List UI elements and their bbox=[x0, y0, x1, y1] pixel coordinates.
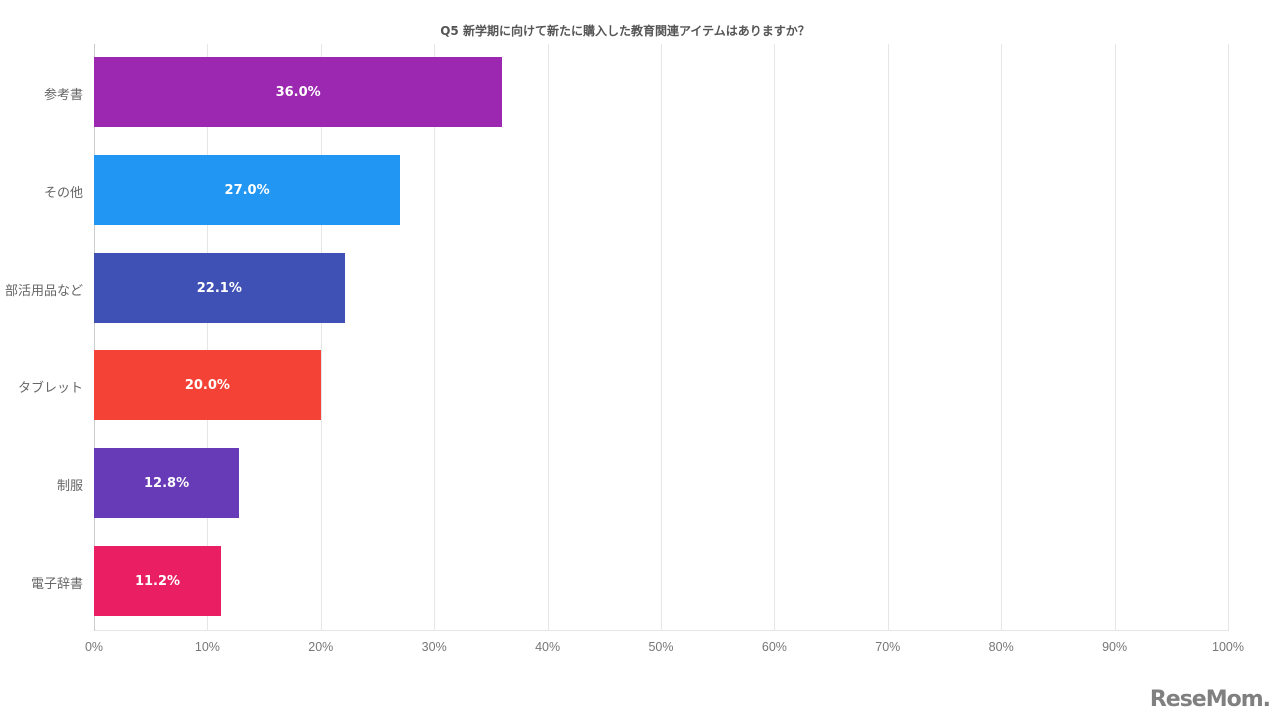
bar[interactable]: 20.0% bbox=[94, 350, 321, 420]
x-tick-label: 30% bbox=[421, 640, 447, 654]
x-tick-label: 90% bbox=[1102, 640, 1128, 654]
bar-value-label: 36.0% bbox=[275, 84, 321, 100]
gridline bbox=[207, 44, 209, 631]
bar[interactable]: 12.8% bbox=[94, 448, 240, 518]
x-tick-label: 100% bbox=[1212, 640, 1244, 654]
category-label: 電子辞書 bbox=[30, 577, 83, 592]
plot-area: 36.0% 27.0% 22.1% 20.0% 12.8% 11.2% bbox=[94, 44, 1229, 631]
category-label: 部活用品など bbox=[4, 284, 83, 299]
bar[interactable]: 36.0% bbox=[94, 57, 503, 127]
bar[interactable]: 27.0% bbox=[94, 155, 401, 225]
category-label: タブレット bbox=[17, 381, 83, 396]
x-tick-label: 40% bbox=[535, 640, 561, 654]
x-tick-label: 0% bbox=[84, 640, 104, 654]
category-label: 参考書 bbox=[43, 88, 83, 103]
bar-value-label: 20.0% bbox=[184, 377, 230, 393]
gridline bbox=[434, 44, 436, 631]
bar-value-label: 22.1% bbox=[196, 280, 242, 296]
gridline bbox=[1114, 44, 1116, 631]
y-axis-line bbox=[94, 44, 95, 631]
bar[interactable]: 11.2% bbox=[94, 546, 221, 616]
gridline bbox=[1228, 44, 1229, 631]
gridline bbox=[774, 44, 776, 631]
category-label: 制服 bbox=[56, 479, 83, 494]
gridline bbox=[320, 44, 322, 631]
resemom-logo: ReseMom. bbox=[1149, 687, 1271, 712]
bar-value-label: 11.2% bbox=[134, 573, 181, 589]
chart-title: Q5 新学期に向けて新たに購入した教育関連アイテムはありますか？ bbox=[440, 24, 810, 38]
gridline bbox=[661, 44, 662, 631]
x-tick-label: 80% bbox=[988, 640, 1014, 654]
bar-value-label: 27.0% bbox=[224, 182, 270, 198]
gridline bbox=[887, 44, 889, 631]
x-tick-label: 20% bbox=[308, 640, 334, 654]
bar[interactable]: 22.1% bbox=[94, 253, 345, 323]
x-tick-label: 70% bbox=[875, 640, 901, 654]
x-tick-label: 10% bbox=[194, 640, 220, 654]
gridline bbox=[547, 44, 549, 631]
x-tick-label: 50% bbox=[648, 640, 674, 654]
bar-value-label: 12.8% bbox=[144, 475, 190, 491]
gridline bbox=[1001, 44, 1003, 631]
x-tick-label: 60% bbox=[761, 640, 787, 654]
category-label: その他 bbox=[43, 186, 83, 201]
